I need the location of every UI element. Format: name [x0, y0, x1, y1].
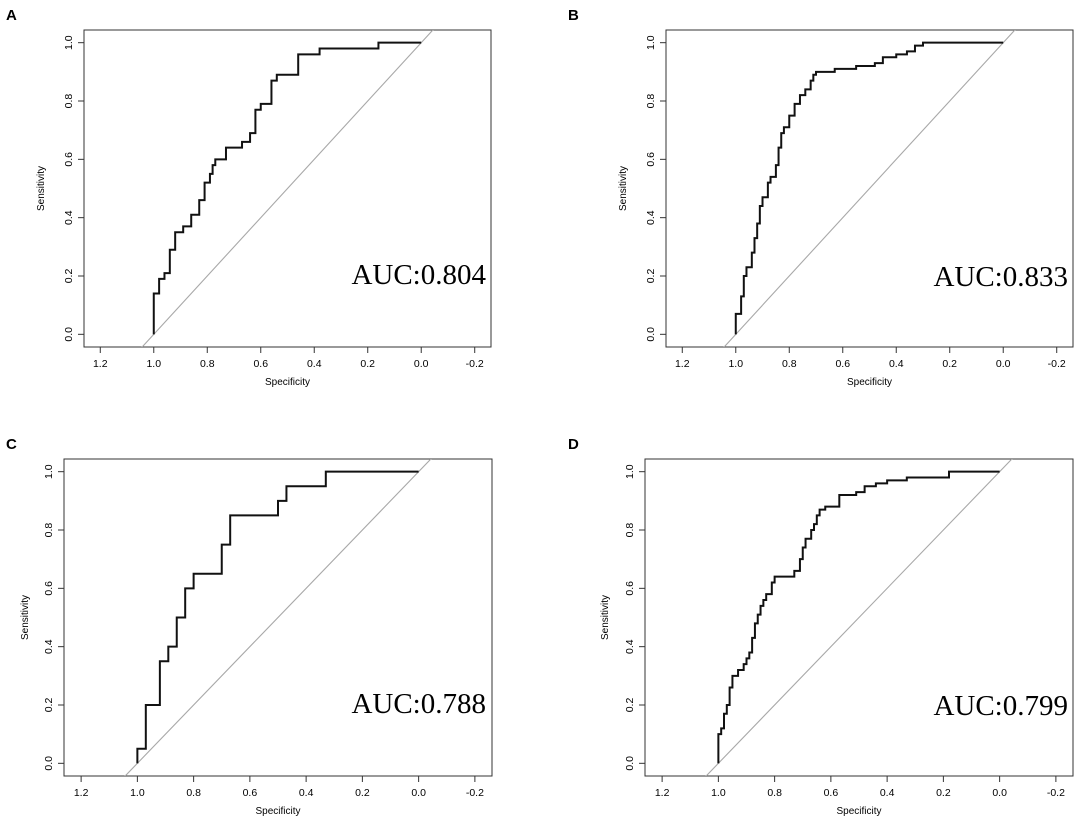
- auc-annotation-a: AUC:0.804: [351, 259, 486, 291]
- panel-b: B 1.2 1.0 0.8 0.6 0.4 0.2 0.0 -0.2 0.0 0.2 0.4 0.6 0…: [568, 7, 1074, 388]
- x-tick-label-c-1: 1.0: [130, 787, 145, 799]
- x-tick-label-c-7: -0.2: [466, 787, 484, 799]
- x-tick-label-b-1: 1.0: [728, 358, 743, 370]
- x-tick-label-b-0: 1.2: [675, 358, 690, 370]
- x-tick-label-a-4: 0.4: [307, 358, 322, 370]
- x-tick-label-b-2: 0.8: [782, 358, 797, 370]
- x-tick-label-b-4: 0.4: [889, 358, 904, 370]
- y-tick-label-b-1: 0.2: [645, 269, 657, 284]
- roc-curve-c: [136, 470, 419, 764]
- y-axis-title-c: Sensitivity: [20, 595, 31, 640]
- x-axis-title-b: Specificity: [847, 377, 892, 388]
- x-tick-label-a-2: 0.8: [200, 358, 215, 370]
- panel-a: A 1.2 1.0 0.8 0.6 0.4 0.2 0.0 -0.2 0.0 0.2 0.4 0.6 0…: [6, 7, 492, 388]
- y-tick-label-b-3: 0.6: [645, 152, 657, 167]
- y-tick-label-a-0: 0.0: [63, 327, 75, 342]
- x-tick-label-a-7: -0.2: [466, 358, 484, 370]
- y-tick-label-c-4: 0.8: [43, 523, 55, 538]
- reference-diagonal-a: [141, 30, 434, 347]
- y-tick-label-d-3: 0.6: [624, 581, 636, 596]
- x-axis-title-d: Specificity: [836, 806, 881, 817]
- y-tick-label-b-2: 0.4: [645, 210, 657, 225]
- y-tick-label-c-2: 0.4: [43, 639, 55, 654]
- x-tick-label-b-5: 0.2: [942, 358, 957, 370]
- reference-diagonal-b: [723, 30, 1016, 347]
- y-tick-label-b-0: 0.0: [645, 327, 657, 342]
- x-tick-label-d-3: 0.6: [824, 787, 839, 799]
- panel-letter-a: A: [6, 7, 17, 24]
- y-axis-title-a: Sensitivity: [36, 166, 47, 211]
- x-tick-label-c-5: 0.2: [355, 787, 370, 799]
- y-tick-label-c-0: 0.0: [43, 756, 55, 771]
- auc-annotation-d: AUC:0.799: [933, 690, 1068, 722]
- y-tick-label-b-4: 0.8: [645, 94, 657, 109]
- plot-frame-d: [644, 458, 1074, 777]
- reference-diagonal-d: [705, 459, 1013, 776]
- y-tick-label-d-4: 0.8: [624, 523, 636, 538]
- x-tick-label-a-5: 0.2: [360, 358, 375, 370]
- panel-letter-c: C: [6, 436, 17, 453]
- y-axis-title-b: Sensitivity: [618, 166, 629, 211]
- x-tick-label-b-7: -0.2: [1048, 358, 1066, 370]
- plot-frame-a: [83, 29, 492, 348]
- x-tick-label-a-0: 1.2: [93, 358, 108, 370]
- x-tick-label-a-6: 0.0: [414, 358, 429, 370]
- x-tick-label-c-0: 1.2: [74, 787, 89, 799]
- x-tick-label-a-3: 0.6: [253, 358, 268, 370]
- x-tick-label-c-6: 0.0: [411, 787, 426, 799]
- x-axis-title-c: Specificity: [255, 806, 300, 817]
- x-tick-label-c-4: 0.4: [299, 787, 314, 799]
- x-tick-label-d-1: 1.0: [711, 787, 726, 799]
- y-tick-label-c-5: 1.0: [43, 464, 55, 479]
- panel-d: D 1.2 1.0 0.8 0.6 0.4 0.2 0.0 -0.2 0.0 0.2 0.4 0.6 0…: [568, 436, 1074, 817]
- y-tick-label-a-2: 0.4: [63, 210, 75, 225]
- y-tick-label-a-1: 0.2: [63, 269, 75, 284]
- plot-marks-b: 1.2 1.0 0.8 0.6 0.4 0.2 0.0 -0.2 0.0 0.2 0.4 0.6 0.8…: [645, 30, 1066, 370]
- y-tick-label-b-5: 1.0: [645, 35, 657, 50]
- y-tick-label-d-1: 0.2: [624, 698, 636, 713]
- plot-marks-c: 1.2 1.0 0.8 0.6 0.4 0.2 0.0 -0.2 0.0 0.2 0.4 0.6 0.8…: [43, 459, 484, 799]
- y-tick-label-c-1: 0.2: [43, 698, 55, 713]
- plot-frame-c: [63, 458, 493, 777]
- roc-curve-a: [152, 41, 422, 335]
- auc-annotation-b: AUC:0.833: [933, 261, 1068, 293]
- roc-curve-b: [734, 41, 1004, 335]
- plot-marks-d: 1.2 1.0 0.8 0.6 0.4 0.2 0.0 -0.2 0.0 0.2 0.4 0.6 0.8…: [624, 459, 1065, 799]
- y-tick-label-a-5: 1.0: [63, 35, 75, 50]
- panel-letter-d: D: [568, 436, 579, 453]
- y-tick-label-d-5: 1.0: [624, 464, 636, 479]
- x-tick-label-c-3: 0.6: [243, 787, 258, 799]
- plot-marks-a: 1.2 1.0 0.8 0.6 0.4 0.2 0.0 -0.2 0.0 0.2 0.4 0.6 0.8…: [63, 30, 484, 370]
- x-tick-label-a-1: 1.0: [146, 358, 161, 370]
- panel-c: C 1.2 1.0 0.8 0.6 0.4 0.2 0.0 -0.2 0.0 0.2 0.4 0.6 0…: [6, 436, 493, 817]
- y-tick-label-a-4: 0.8: [63, 94, 75, 109]
- x-tick-label-d-2: 0.8: [767, 787, 782, 799]
- x-tick-label-d-4: 0.4: [880, 787, 895, 799]
- y-tick-label-c-3: 0.6: [43, 581, 55, 596]
- x-tick-label-b-3: 0.6: [835, 358, 850, 370]
- x-tick-label-d-6: 0.0: [992, 787, 1007, 799]
- roc-curve-d: [717, 470, 1000, 764]
- x-tick-label-d-7: -0.2: [1047, 787, 1065, 799]
- auc-annotation-c: AUC:0.788: [351, 688, 486, 720]
- x-axis-title-a: Specificity: [265, 377, 310, 388]
- x-tick-label-b-6: 0.0: [996, 358, 1011, 370]
- panel-letter-b: B: [568, 7, 579, 24]
- x-tick-label-c-2: 0.8: [186, 787, 201, 799]
- reference-diagonal-c: [124, 459, 432, 776]
- plot-frame-b: [665, 29, 1074, 348]
- x-tick-label-d-5: 0.2: [936, 787, 951, 799]
- y-tick-label-d-2: 0.4: [624, 639, 636, 654]
- x-tick-label-d-0: 1.2: [655, 787, 670, 799]
- y-tick-label-d-0: 0.0: [624, 756, 636, 771]
- y-axis-title-d: Sensitivity: [600, 595, 611, 640]
- y-tick-label-a-3: 0.6: [63, 152, 75, 167]
